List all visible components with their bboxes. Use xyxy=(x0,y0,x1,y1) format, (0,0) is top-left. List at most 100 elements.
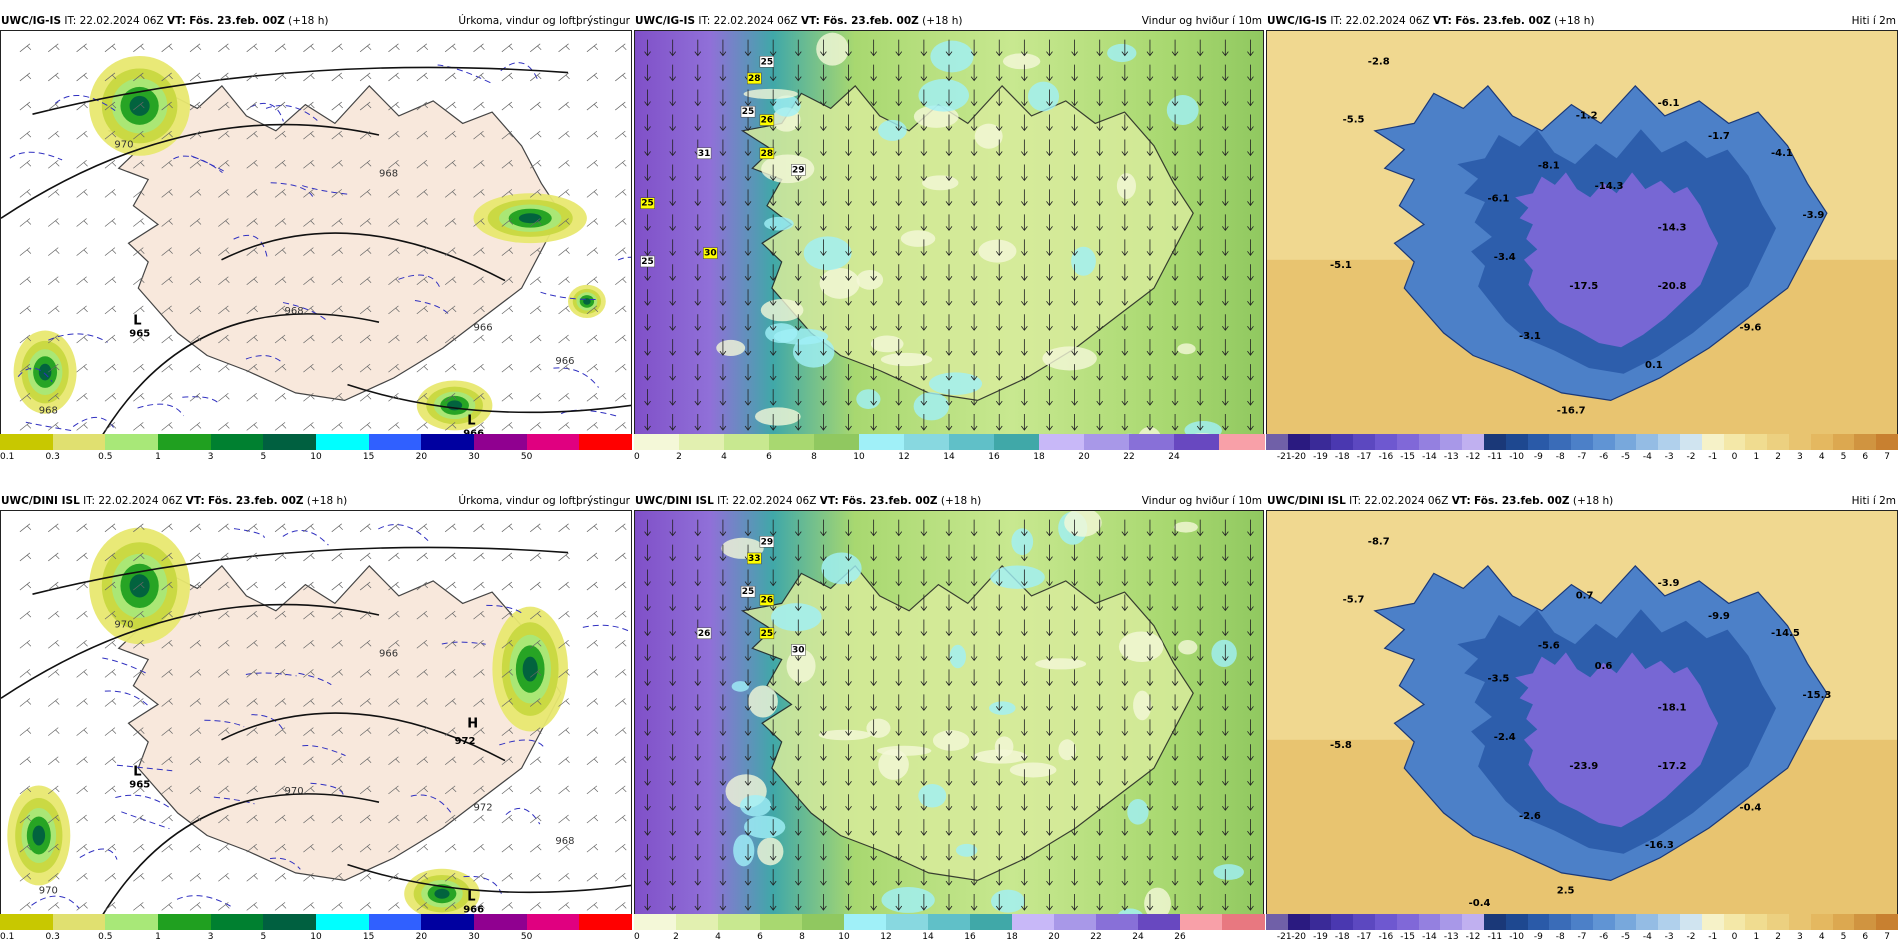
wind-arrow xyxy=(719,544,727,562)
wind-arrow xyxy=(1096,264,1104,281)
wind-arrow xyxy=(1171,519,1179,537)
wind-arrow xyxy=(794,314,802,331)
wind-arrow xyxy=(1021,644,1028,662)
wind-arrow xyxy=(719,769,727,786)
wind-barb xyxy=(501,160,514,169)
wind-arrow xyxy=(845,844,852,861)
wind-arrow xyxy=(1146,414,1154,431)
wind-barb xyxy=(444,189,457,198)
gust-label-box xyxy=(759,147,775,160)
wind-barb xyxy=(586,334,599,344)
wind-arrow xyxy=(744,364,752,381)
wind-arrow xyxy=(644,89,651,107)
model-name: UWC/IG-IS xyxy=(1,15,62,27)
wind-arrow xyxy=(870,339,877,356)
wind-arrow xyxy=(1046,519,1053,537)
low-pressure-marker: L xyxy=(467,414,475,429)
colorbar-tick: 1 xyxy=(1753,452,1760,462)
wind-arrow xyxy=(644,869,651,886)
wind-barb xyxy=(331,305,343,315)
isobar-label: 966 xyxy=(379,649,398,660)
wind-arrow xyxy=(820,314,827,331)
temperature-isoline xyxy=(398,274,441,289)
wind-arrow xyxy=(870,114,877,132)
wind-barb xyxy=(501,334,514,344)
colorbar-swatch xyxy=(526,914,580,930)
wind-arrow xyxy=(1146,64,1154,82)
wind-arrow xyxy=(719,594,727,612)
wind-barb xyxy=(473,814,485,824)
wind-barb xyxy=(501,698,514,707)
wind-arrow xyxy=(845,264,852,281)
wind-arrow xyxy=(1021,39,1028,57)
colorbar-tick: -19 xyxy=(1313,932,1328,942)
gust-label-box xyxy=(696,147,712,160)
wind-arrow xyxy=(1146,594,1154,612)
wind-barb xyxy=(416,101,429,111)
wind-barb xyxy=(586,72,599,82)
wind-arrow xyxy=(1247,339,1254,356)
colorbar-tick: 7 xyxy=(1884,452,1890,462)
wind-arrow xyxy=(995,364,1003,381)
wind-barb xyxy=(218,101,230,111)
wind-barb xyxy=(359,218,372,227)
panel-title: Hiti í 2m xyxy=(1851,15,1896,27)
colorbar-swatch xyxy=(1505,914,1528,930)
wind-barb xyxy=(444,101,457,111)
colorbar-swatch xyxy=(1096,914,1139,930)
panel-wind-dini: UWC/DINI ISL IT: 22.02.2024 06Z VT: Fös.… xyxy=(634,494,1265,946)
wind-arrow xyxy=(1247,239,1254,256)
wind-barb xyxy=(76,160,88,169)
wind-arrow xyxy=(1021,894,1028,911)
colorbar-swatch xyxy=(1462,434,1485,450)
wind-arrow xyxy=(995,544,1003,562)
wind-barb xyxy=(473,727,485,736)
wind-barb xyxy=(161,43,173,53)
wind-barb xyxy=(416,727,429,736)
wind-barb xyxy=(104,276,117,286)
wind-arrow xyxy=(920,164,928,182)
wind-barb xyxy=(161,247,173,256)
wind-arrow xyxy=(1171,694,1179,712)
colorbar-swatch xyxy=(1658,434,1681,450)
wind-arrow xyxy=(995,594,1003,612)
wind-barb xyxy=(444,872,457,882)
wind-arrow xyxy=(1247,264,1254,281)
wind-arrow xyxy=(644,844,651,861)
wind-barb xyxy=(388,334,400,344)
wind-arrow xyxy=(1071,644,1078,662)
wind-arrow xyxy=(1171,794,1179,811)
wind-arrow xyxy=(970,139,978,157)
wind-arrow xyxy=(820,744,827,761)
wind-arrow xyxy=(1046,794,1053,811)
colorbar-tick: 4 xyxy=(1818,452,1825,462)
wind-barb xyxy=(473,72,485,82)
wind-barb xyxy=(19,218,32,227)
wind-arrow xyxy=(794,264,802,281)
wind-arrow xyxy=(719,719,727,736)
wind-arrow xyxy=(1021,769,1028,786)
wind-barb xyxy=(19,189,32,198)
wind-barb xyxy=(529,422,542,431)
temperature-isoline xyxy=(213,796,255,805)
wind-arrow xyxy=(1171,719,1179,736)
colorbar-tick: 7 xyxy=(1884,932,1890,942)
wind-arrow xyxy=(1096,619,1104,637)
wind-arrow xyxy=(1096,694,1104,712)
colorbar-tick: -2 xyxy=(1686,452,1696,462)
wind-arrow xyxy=(694,769,702,786)
wind-barb xyxy=(133,43,145,53)
wind-arrow xyxy=(1247,869,1254,886)
wind-barb xyxy=(48,160,60,169)
low-pressure-value: 965 xyxy=(129,329,150,340)
wind-arrow xyxy=(719,164,727,182)
wind-barb xyxy=(529,189,542,198)
wind-barb xyxy=(161,101,173,111)
wind-arrow xyxy=(1071,189,1078,207)
colorbar-swatch xyxy=(1680,434,1703,450)
wind-barb xyxy=(48,902,60,911)
wind-barb xyxy=(274,581,287,591)
wind-arrow xyxy=(744,39,752,57)
wind-speed-patch xyxy=(922,175,959,191)
wind-arrow xyxy=(669,164,676,182)
